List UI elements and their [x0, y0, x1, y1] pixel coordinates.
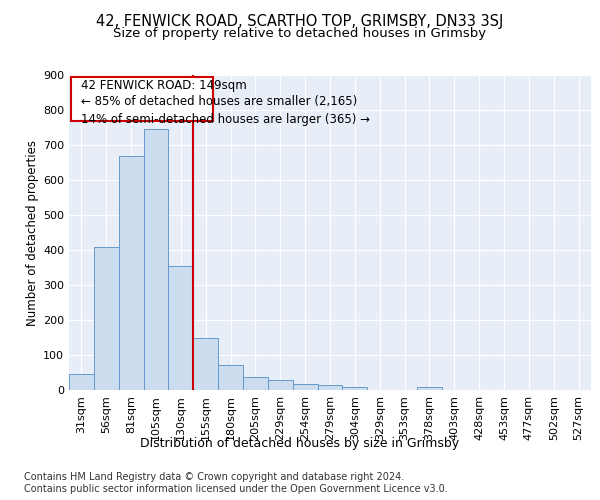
Bar — [94, 246, 119, 390]
Text: Contains HM Land Registry data © Crown copyright and database right 2024.: Contains HM Land Registry data © Crown c… — [24, 472, 404, 482]
Text: 42, FENWICK ROAD, SCARTHO TOP, GRIMSBY, DN33 3SJ: 42, FENWICK ROAD, SCARTHO TOP, GRIMSBY, … — [97, 14, 503, 29]
Bar — [243, 378, 268, 390]
Text: Contains public sector information licensed under the Open Government Licence v3: Contains public sector information licen… — [24, 484, 448, 494]
Bar — [119, 156, 143, 390]
Bar — [193, 338, 218, 390]
Bar — [218, 365, 243, 390]
Bar — [69, 374, 94, 390]
Bar — [143, 129, 169, 390]
Y-axis label: Number of detached properties: Number of detached properties — [26, 140, 39, 326]
Text: Size of property relative to detached houses in Grimsby: Size of property relative to detached ho… — [113, 28, 487, 40]
Text: Distribution of detached houses by size in Grimsby: Distribution of detached houses by size … — [140, 438, 460, 450]
Bar — [317, 385, 343, 390]
Bar — [268, 380, 293, 390]
Bar — [293, 384, 317, 390]
Bar — [169, 266, 193, 390]
FancyBboxPatch shape — [71, 76, 213, 120]
Text: 42 FENWICK ROAD: 149sqm
← 85% of detached houses are smaller (2,165)
14% of semi: 42 FENWICK ROAD: 149sqm ← 85% of detache… — [82, 78, 370, 126]
Bar — [343, 387, 367, 390]
Bar — [417, 387, 442, 390]
